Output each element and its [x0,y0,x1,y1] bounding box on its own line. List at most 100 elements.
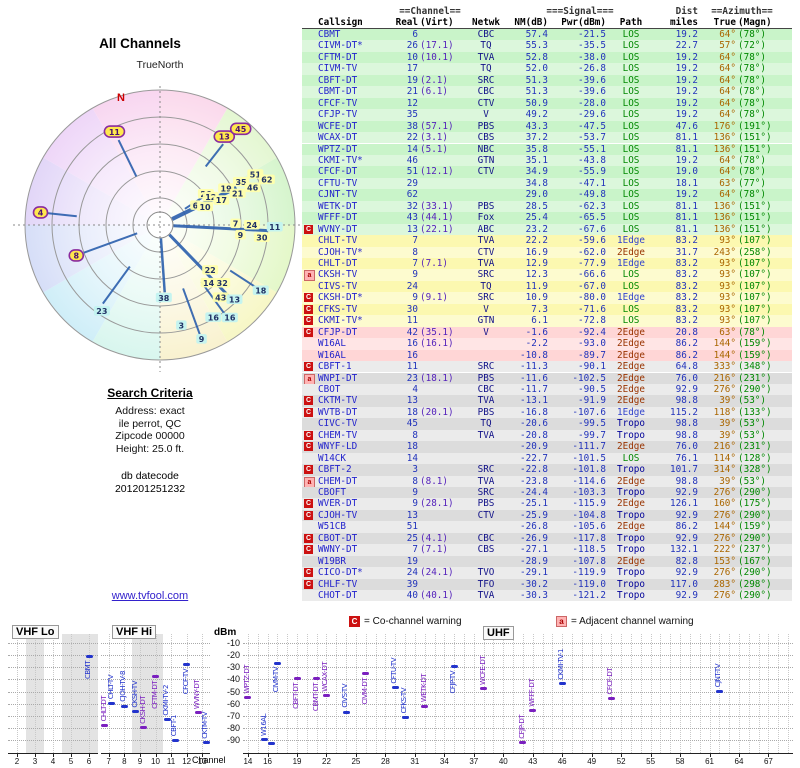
cell-nm-db: -1.6 [525,326,548,338]
y-axis-label: dBm [214,627,237,638]
cell-callsign[interactable]: WNPI-DT [318,372,358,384]
cell-virtual-channel: (2.1) [420,74,448,86]
gridline-vertical [306,634,308,753]
y-tick-label: -70 [226,710,240,721]
cell-path: 2Edge [617,372,645,384]
cell-callsign[interactable]: CBOT-DT [318,532,358,544]
gridline-vertical [424,634,426,753]
gridline-vertical [650,634,652,753]
cell-callsign[interactable]: CHEM-DT [318,475,358,487]
cell-network: SRC [477,269,495,281]
search-criteria-heading: Search Criteria [107,386,193,400]
cell-callsign[interactable]: CICO-DT* [318,567,363,579]
cell-callsign[interactable]: CFJP-TV [318,109,358,121]
cell-callsign[interactable]: WVNY-DT [318,223,358,235]
cell-callsign[interactable]: CBFT-DT [318,74,358,86]
cell-callsign[interactable]: CKMI-TV* [318,154,363,166]
cell-miles: 82.8 [675,555,698,567]
gridline-vertical [346,634,348,753]
table-row: W16AL 16 (16.1) -2.2 -93.0 2Edge 86.2 144° (159°… [302,338,792,350]
cell-virtual-channel: (17.1) [420,40,454,52]
cell-path: 1Edge [617,258,645,269]
cell-magn-azimuth: (78°) [738,97,766,109]
cell-callsign[interactable]: CFJP-DT [318,326,358,338]
cell-callsign[interactable]: CHLF-TV [318,578,358,590]
cell-callsign[interactable]: WVTB-DT [318,406,358,418]
cell-callsign[interactable]: WWNY-DT [318,544,358,556]
tvfool-link[interactable]: www.tvfool.com [111,590,189,602]
cell-nm-db: -10.8 [520,349,548,361]
cell-callsign[interactable]: CBMT [318,29,341,40]
cell-miles: 98.8 [675,395,698,407]
cell-callsign[interactable]: WCAX-DT [318,132,358,144]
signal-marker [480,686,488,690]
cell-callsign[interactable]: CJOH-TV* [318,246,363,258]
cell-callsign[interactable]: WPTZ-DT [318,143,358,155]
cell-callsign[interactable]: CBFT-2 [318,464,352,476]
cell-callsign[interactable]: CJOH-TV [318,509,358,521]
cell-callsign[interactable]: CFCF-TV [318,97,358,109]
cell-callsign[interactable]: W51CB [318,521,346,533]
cell-nm-db: -30.3 [520,590,548,602]
cell-callsign[interactable]: CKSH-TV [318,269,358,281]
gridline-vertical [139,634,141,753]
search-height: Height: 25.0 ft. [115,442,185,455]
cell-callsign[interactable]: W16AL [318,349,346,361]
cell-callsign[interactable]: W19BR [318,555,346,567]
cell-callsign[interactable]: CFKS-TV [318,303,358,315]
cell-callsign[interactable]: CIVC-TV [318,418,358,430]
cell-callsign[interactable]: CBMT-DT [318,86,358,98]
cell-callsign[interactable]: CHOT-DT [318,590,358,602]
cell-callsign[interactable]: WVER-DT [318,498,358,510]
cell-callsign[interactable]: CJNT-TV [318,189,358,201]
cell-magn-azimuth: (107°) [738,303,772,315]
co-channel-warning-badge: C [304,224,313,234]
cell-nm-db: 16.9 [525,246,548,258]
cell-callsign[interactable]: CFCF-DT [318,166,358,178]
gridline-vertical [444,634,446,753]
cell-callsign[interactable]: CFTU-TV [318,177,358,189]
cell-callsign[interactable]: CFTM-DT [318,51,358,63]
cell-nm-db: 50.9 [525,97,548,109]
cell-miles: 20.8 [675,326,698,338]
cell-callsign[interactable]: CKTM-TV [318,395,358,407]
x-tick-label: 13 [197,757,207,766]
cell-callsign[interactable]: CHLT-DT [318,258,358,269]
callsign-chart-label: CFCF-TV [181,668,190,695]
cell-callsign[interactable]: CBFT-1 [318,361,352,373]
cell-nm-db: -20.6 [520,418,548,430]
cell-callsign[interactable]: CIVS-TV [318,280,358,292]
cell-callsign[interactable]: WETK-DT [318,200,358,212]
cell-callsign[interactable]: CHEM-TV [318,429,358,441]
signal-spoke [102,265,131,305]
gridline-vertical [778,634,780,753]
cell-pwr-dbm: -66.6 [578,269,606,281]
cell-callsign[interactable]: CIVM-DT* [318,40,363,52]
cell-path: LOS [622,303,640,315]
cell-virtual-channel: (44.1) [420,212,454,224]
table-row: a WNPI-DT 23 (18.1) PBS -11.6 -102.5 2Edge 76.0 2… [302,372,792,385]
cell-callsign[interactable]: CBOT [318,383,341,395]
cell-callsign[interactable]: CKMI-TV* [318,315,363,327]
cell-callsign[interactable]: CHLT-TV [318,235,358,247]
x-axis-tick [444,753,446,757]
cell-callsign[interactable]: WFFF-DT [318,212,358,224]
gridline-vertical [601,634,603,753]
gridline-vertical [336,634,338,753]
signal-marker [120,704,128,708]
cell-callsign[interactable]: W14CK [318,452,346,464]
cell-true-azimuth: 93° [719,258,736,269]
x-axis-label: Channel [192,755,226,765]
table-row: CHOT-DT 40 (40.1) TVA -30.3 -121.2 Tropo 92.9 27… [302,590,792,602]
cell-callsign[interactable]: CIVM-TV [318,63,358,75]
cell-miles: 115.2 [670,406,698,418]
cell-callsign[interactable]: W16AL [318,338,346,350]
cell-real-channel: 35 [406,109,418,121]
cell-virtual-channel: (7.1) [420,544,448,556]
channel-marker-pill [213,130,236,143]
cell-callsign[interactable]: CKSH-DT* [318,292,363,304]
cell-callsign[interactable]: CBOFT [318,487,346,498]
cell-callsign[interactable]: WNYF-LD [318,441,358,453]
column-header-virtual-channel: (Virt) [420,17,454,28]
cell-callsign[interactable]: WCFE-DT [318,120,358,132]
